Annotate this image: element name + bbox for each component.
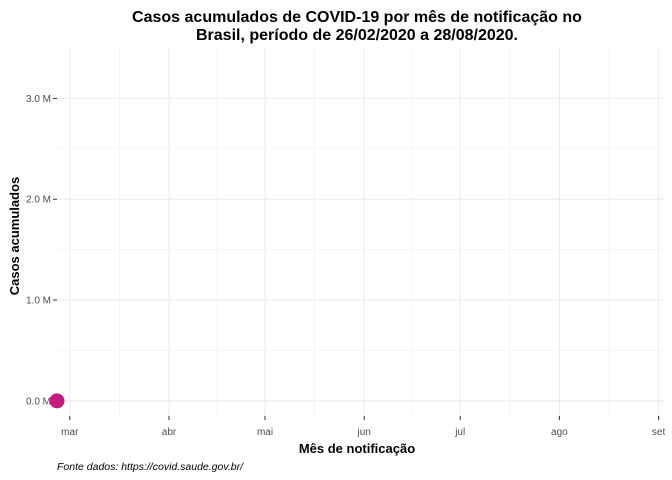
x-tick-label: jun (357, 427, 371, 438)
y-tick-label: 1.0 M (26, 296, 51, 307)
y-tick-label: 3.0 M (26, 94, 51, 105)
x-tick-label: set (652, 427, 666, 438)
y-tick-label: 2.0 M (26, 195, 51, 206)
chart-title-line-1: Casos acumulados de COVID-19 por mês de … (132, 9, 582, 26)
y-tick-label: 0.0 M (26, 396, 51, 407)
x-tick-label: mar (61, 427, 79, 438)
data-points (49, 393, 65, 409)
data-point (49, 393, 65, 409)
chart-title-line-2: Brasil, período de 26/02/2020 a 28/08/20… (196, 27, 518, 44)
y-axis: 0.0 M 1.0 M 2.0 M 3.0 M (26, 94, 57, 407)
x-axis-title: Mês de notificação (299, 441, 415, 456)
x-axis: mar abr mai jun jul ago set (61, 416, 665, 438)
x-tick-label: mai (257, 427, 273, 438)
x-tick-label: ago (551, 427, 568, 438)
x-tick-label: jul (454, 427, 465, 438)
source-caption: Fonte dados: https://covid.saude.gov.br/ (57, 461, 244, 473)
x-tick-label: abr (162, 427, 177, 438)
y-axis-title: Casos acumulados (7, 177, 22, 296)
title: Casos acumulados de COVID-19 por mês de … (132, 9, 582, 44)
grid (57, 48, 665, 416)
